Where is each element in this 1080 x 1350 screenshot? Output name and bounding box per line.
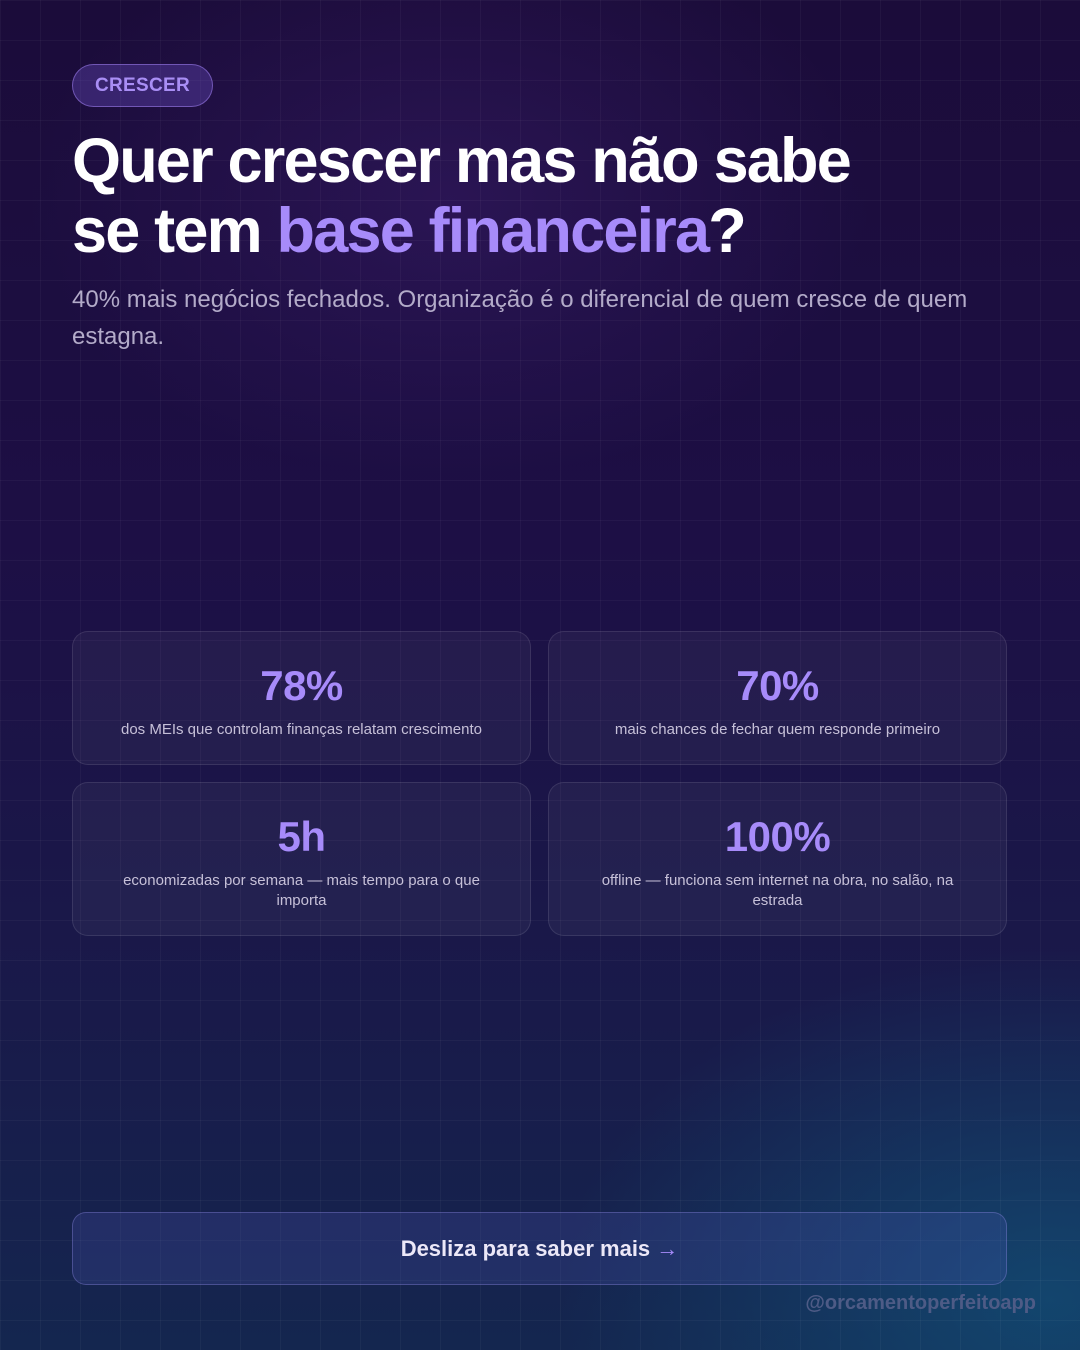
stat-description: offline — funciona sem internet na obra,… bbox=[601, 872, 954, 909]
stat-card: 70% mais chances de fechar quem responde … bbox=[548, 631, 1007, 765]
cta-label: Desliza para saber mais bbox=[400, 1236, 651, 1261]
stat-description: dos MEIs que controlam finanças relatam … bbox=[121, 721, 482, 738]
headline: Quer crescer mas não sabe se tem base fi… bbox=[72, 126, 1032, 266]
stat-card: 100% offline — funciona sem internet na o… bbox=[548, 782, 1007, 936]
subtitle: 40% mais negócios fechados. Organização … bbox=[72, 286, 968, 350]
stat-value: 100% bbox=[724, 813, 831, 860]
headline-prefix: se tem bbox=[72, 196, 277, 266]
headline-suffix: ? bbox=[708, 196, 746, 266]
stat-value: 78% bbox=[260, 662, 343, 709]
cta-button[interactable]: Desliza para saber mais → bbox=[72, 1212, 1007, 1285]
headline-highlight: base financeira bbox=[276, 196, 711, 266]
stat-value: 70% bbox=[736, 662, 819, 709]
stat-value: 5h bbox=[277, 813, 326, 860]
stat-card: 5h economizadas por semana — mais tempo p… bbox=[72, 782, 531, 936]
headline-line1: Quer crescer mas não sabe bbox=[72, 126, 852, 196]
cta-arrow: → bbox=[656, 1236, 679, 1261]
stat-card: 78% dos MEIs que controlam finanças relat… bbox=[72, 631, 531, 765]
stat-description: mais chances de fechar quem responde pri… bbox=[614, 721, 941, 738]
stat-description: economizadas por semana — mais tempo par… bbox=[123, 872, 480, 909]
handle: @orcamentoperfeitoapp bbox=[805, 1292, 1036, 1314]
badge: CRESCER bbox=[72, 64, 214, 107]
